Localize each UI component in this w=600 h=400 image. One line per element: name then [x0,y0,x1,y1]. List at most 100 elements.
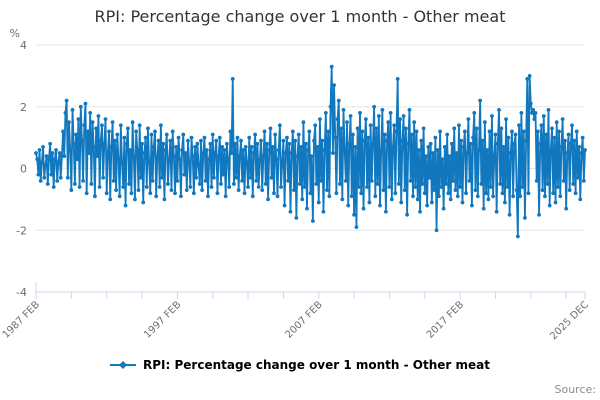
data-point-marker [154,194,159,199]
data-point-marker [125,126,130,131]
data-point-marker [309,154,314,159]
data-point-marker [396,182,401,186]
data-point-marker [41,144,45,149]
data-point-marker [399,200,404,205]
data-point-marker [191,191,196,196]
data-point-marker [54,148,58,152]
data-point-marker [122,135,127,140]
data-point-marker [360,129,365,134]
data-point-marker [239,138,243,143]
data-point-marker [94,126,98,131]
data-point-marker [551,191,556,196]
data-point-marker [47,157,51,162]
data-point-marker [422,191,427,196]
data-point-marker [69,188,74,193]
data-point-marker [400,138,405,143]
data-point-marker [253,132,258,137]
data-point-marker [563,138,567,143]
data-point-marker [207,157,212,162]
data-point-marker [576,175,580,180]
data-point-marker [329,64,334,69]
data-point-marker [470,203,474,208]
data-point-marker [420,182,425,186]
data-point-marker [260,188,265,193]
data-point-marker [216,154,221,159]
data-point-marker [210,132,215,137]
data-point-marker [540,188,545,193]
data-point-marker [200,188,205,193]
x-axis-tick-label: 1997 FEB [142,299,184,341]
series-rpi-other-meat[interactable] [34,64,587,239]
data-point-marker [433,135,438,140]
data-point-marker [233,141,238,146]
data-point-marker [64,98,69,103]
data-point-marker [378,203,382,208]
data-point-marker [232,182,236,186]
data-point-marker [215,191,220,196]
data-point-marker [495,141,500,146]
data-point-marker [482,120,487,125]
data-point-marker [518,194,523,199]
data-point-marker [82,123,87,128]
data-point-marker [50,151,55,155]
data-point-marker [502,200,507,205]
data-point-marker [361,206,366,211]
data-point-marker [432,188,437,193]
data-point-marker [228,129,233,134]
data-point-marker [416,148,421,152]
data-point-marker [553,200,558,205]
data-point-marker [531,107,536,112]
data-point-marker [461,144,466,149]
data-point-marker [442,144,447,149]
data-point-marker [124,141,129,146]
data-point-marker [472,111,477,115]
data-point-marker [351,132,355,137]
data-point-marker [256,185,261,189]
data-point-marker [537,212,541,217]
x-axis-tick-label: 2007 FEB [283,299,325,341]
data-point-marker [435,148,440,152]
x-axis-tick-label: 2025 DEC [548,299,591,342]
data-point-marker [498,182,503,186]
data-point-marker [147,160,152,165]
data-point-marker [468,141,473,146]
data-point-marker [451,178,455,183]
data-point-marker [526,191,531,196]
data-point-marker [150,178,155,183]
data-point-marker [116,157,121,162]
data-point-marker [61,129,65,134]
data-point-marker [366,135,371,140]
data-point-marker [578,197,583,202]
data-point-marker [341,107,346,112]
data-point-marker [368,123,373,128]
data-point-marker [477,148,481,152]
data-point-marker [134,129,139,134]
data-point-marker [544,132,549,137]
y-axis-tick-label: -4 [16,286,27,299]
legend-item[interactable]: RPI: Percentage change over 1 month - Ot… [0,358,600,372]
data-point-marker [520,185,525,189]
data-point-marker [371,141,375,146]
data-point-marker [166,182,170,186]
data-point-marker [560,117,565,121]
data-point-marker [538,141,543,146]
data-point-marker [203,178,208,183]
data-point-marker [571,182,576,186]
data-point-marker [296,132,301,137]
data-point-marker [49,172,54,177]
data-point-marker [43,163,48,168]
data-point-marker [240,178,245,183]
data-point-marker [129,191,134,196]
data-point-marker [307,129,312,134]
data-point-marker [573,191,578,196]
data-point-marker [413,185,418,189]
data-point-marker [466,117,471,121]
data-point-marker [71,141,76,146]
y-axis-tick-label: -2 [16,224,27,237]
data-point-marker [220,144,225,149]
data-point-marker [338,182,342,186]
data-point-marker [504,117,508,121]
data-point-marker [57,151,62,155]
data-point-marker [123,203,128,208]
